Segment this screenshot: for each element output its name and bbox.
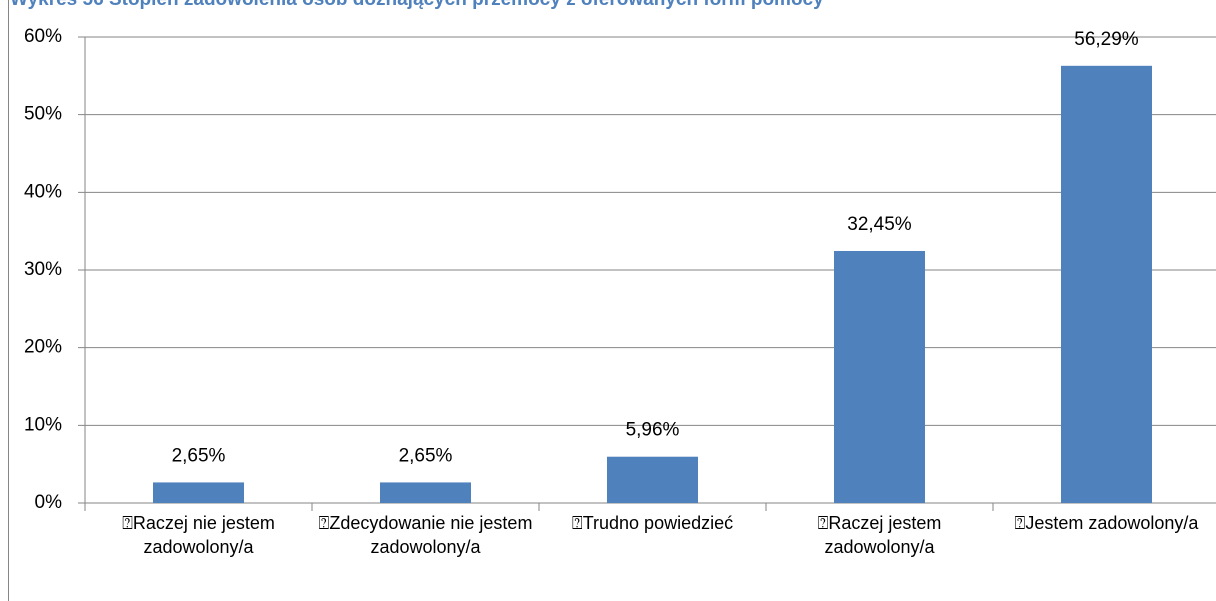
y-tick-label: 60%	[24, 26, 62, 47]
x-tick-label-box: ⍰Raczej jestem zadowolony/a	[817, 513, 942, 557]
y-tick-label: 0%	[35, 492, 63, 513]
x-tick-label: ⍰Zdecydowanie nie jestem zadowolony/a	[318, 513, 533, 557]
data-label: 5,96%	[626, 420, 680, 441]
data-label: 2,65%	[399, 445, 453, 466]
y-tick-label: 10%	[24, 414, 62, 435]
data-label: 2,65%	[172, 445, 226, 466]
x-tick-label: ⍰Raczej nie jestem zadowolony/a	[122, 513, 275, 557]
x-tick-label: ⍰Raczej jestem zadowolony/a	[817, 513, 942, 557]
chart-title: Wykres 56 Stopień zadowolenia osób dozna…	[10, 0, 824, 10]
x-tick-label-box: ⍰Trudno powiedzieć	[571, 513, 734, 533]
x-tick-label: ⍰Trudno powiedzieć	[571, 513, 734, 533]
bar	[153, 482, 244, 503]
bar	[834, 250, 925, 503]
data-label: 56,29%	[1074, 29, 1139, 50]
data-label: 32,45%	[847, 214, 912, 235]
bar	[380, 482, 471, 503]
x-tick-label-box: ⍰Raczej nie jestem zadowolony/a	[122, 513, 275, 557]
y-tick-label: 40%	[24, 181, 62, 202]
x-tick-label-box: ⍰Jestem zadowolony/a	[1014, 513, 1199, 533]
bar	[1061, 65, 1152, 503]
y-tick-label: 50%	[24, 104, 62, 125]
y-tick-label: 30%	[24, 259, 62, 280]
x-tick-label: ⍰Jestem zadowolony/a	[1014, 513, 1199, 533]
x-tick-label-box: ⍰Zdecydowanie nie jestem zadowolony/a	[318, 513, 533, 557]
bar	[607, 456, 698, 503]
y-tick-label: 20%	[24, 337, 62, 358]
